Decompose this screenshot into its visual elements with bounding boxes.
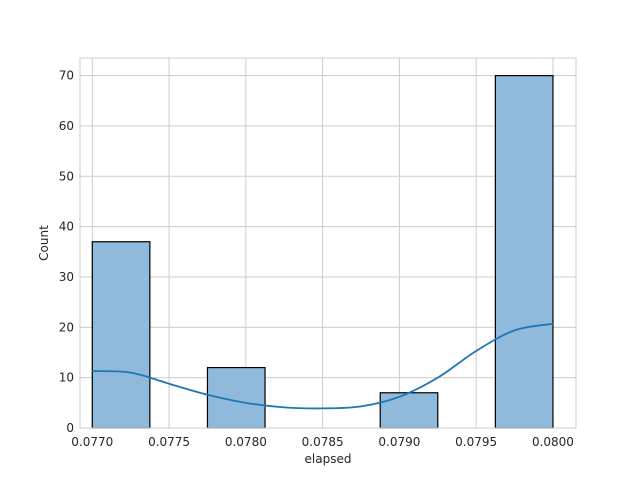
y-tick-label: 10 bbox=[59, 371, 74, 385]
y-tick-label: 50 bbox=[59, 169, 74, 183]
x-axis-label: elapsed bbox=[305, 452, 352, 466]
y-tick-label: 40 bbox=[59, 220, 74, 234]
x-tick-label: 0.0785 bbox=[302, 435, 344, 449]
plot-frame bbox=[79, 57, 577, 429]
histogram-bar bbox=[206, 366, 266, 429]
kde-layer bbox=[92, 322, 554, 410]
bars-layer bbox=[91, 75, 554, 429]
kde-curve bbox=[92, 322, 554, 410]
x-tick-label: 0.0775 bbox=[148, 435, 190, 449]
x-tick-label: 0.0800 bbox=[532, 435, 574, 449]
y-tick-label: 60 bbox=[59, 119, 74, 133]
y-tick-label: 0 bbox=[66, 421, 74, 435]
x-tick-labels: 0.0770 0.0775 0.0780 0.0785 0.0790 0.0795 0.08… bbox=[71, 435, 574, 449]
y-tick-label: 30 bbox=[59, 270, 74, 284]
histogram-bar bbox=[91, 241, 151, 429]
x-tick-label: 0.0790 bbox=[378, 435, 420, 449]
y-axis-label: Count bbox=[37, 225, 51, 261]
histogram-bar bbox=[494, 75, 554, 429]
histogram-bar bbox=[379, 392, 439, 429]
y-tick-label: 20 bbox=[59, 320, 74, 334]
x-tick-label: 0.0780 bbox=[225, 435, 267, 449]
y-tick-labels: 0 10 20 30 40 50 60 70 bbox=[59, 69, 74, 435]
x-tick-label: 0.0795 bbox=[455, 435, 497, 449]
y-tick-label: 70 bbox=[59, 69, 74, 83]
x-tick-label: 0.0770 bbox=[71, 435, 113, 449]
grid-layer bbox=[80, 58, 576, 429]
